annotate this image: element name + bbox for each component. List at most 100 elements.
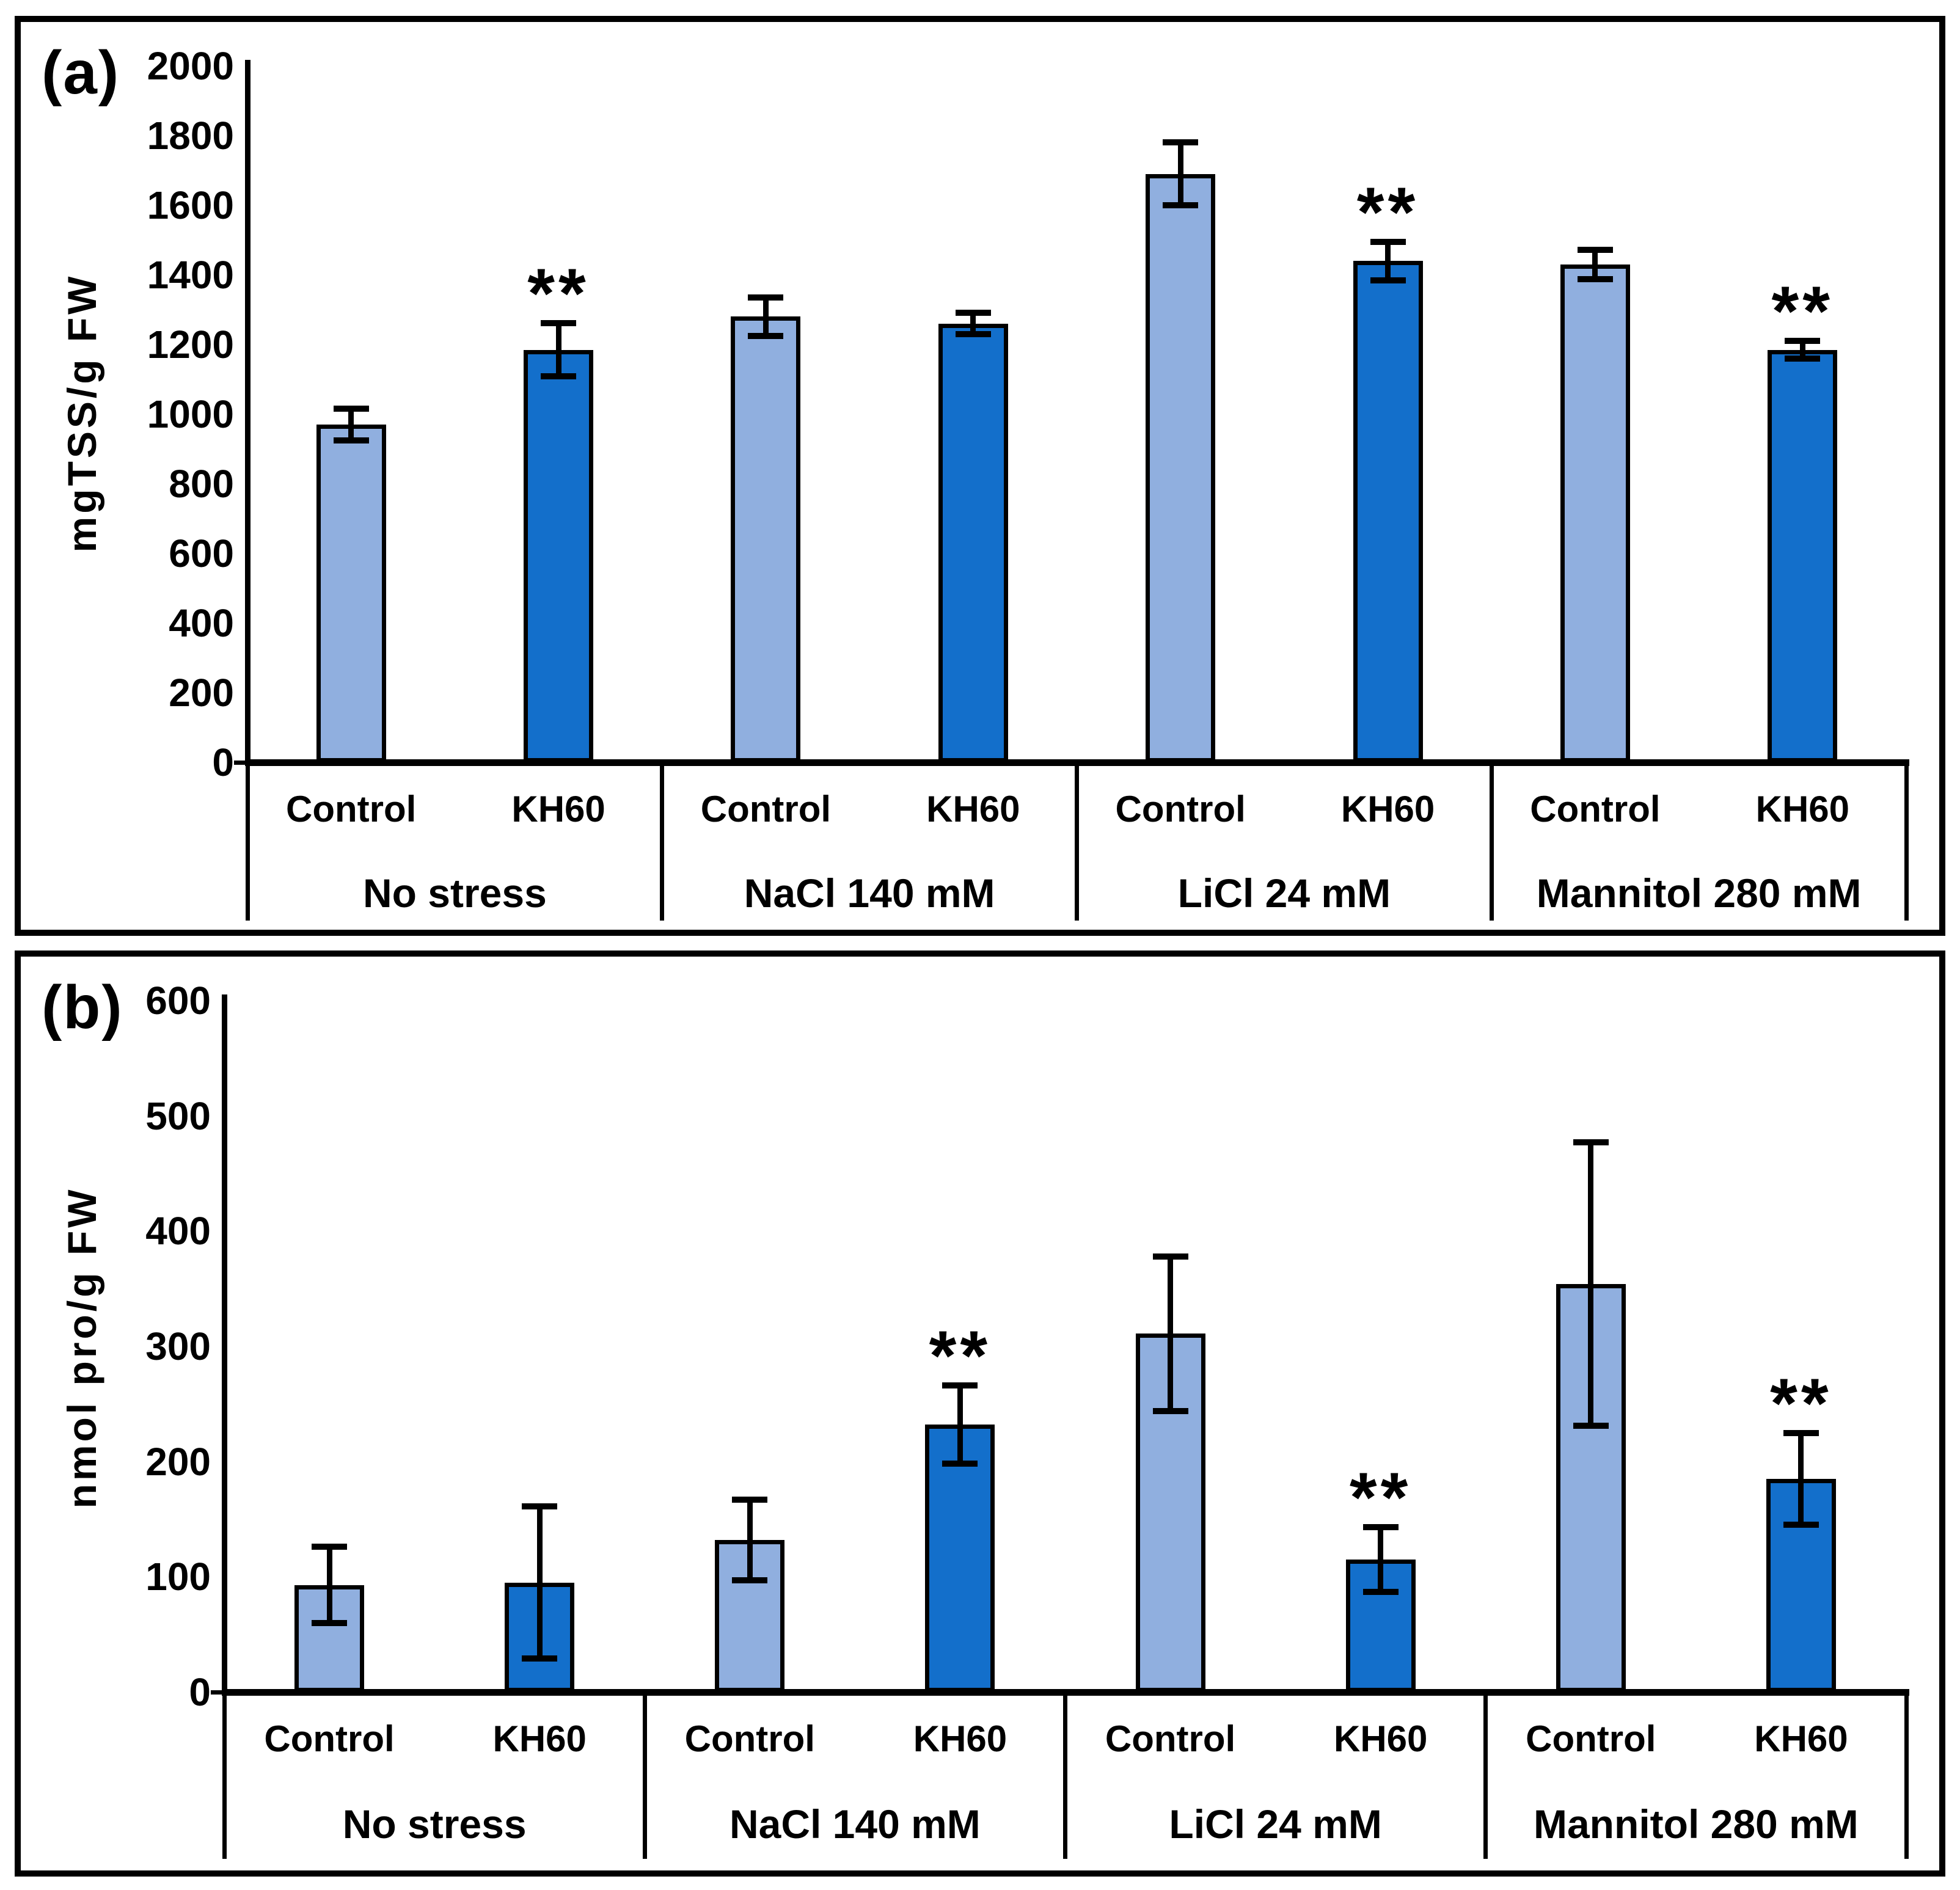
bar-kh60-3: [1768, 349, 1838, 762]
error-bar-cap-top: [1152, 1253, 1188, 1260]
bar-label-control-2: Control: [1105, 1718, 1236, 1759]
group-divider: [222, 1692, 227, 1859]
error-bar-cap-top: [732, 1496, 768, 1503]
bar-label-control-1: Control: [684, 1718, 815, 1759]
panel-a-letter: (a): [42, 38, 120, 107]
y-tick-label: 800: [169, 462, 234, 506]
group-divider: [1904, 762, 1909, 921]
bar-label-kh60-0: KH60: [511, 789, 605, 830]
error-bar-stem: [1588, 1142, 1594, 1426]
error-bar-cap-top: [541, 319, 577, 326]
y-tick-label: 0: [212, 740, 234, 784]
x-baseline: [245, 759, 1909, 766]
bar-label-kh60-3: KH60: [1755, 789, 1850, 830]
group-divider: [642, 1692, 647, 1859]
bar-kh60-0: [524, 349, 594, 762]
bar-label-kh60-1: KH60: [926, 789, 1020, 830]
y-axis-line: [222, 994, 227, 1692]
group-label-3: Mannitol 280 mM: [1536, 870, 1862, 916]
panel-a-chart-area: 0 200 400 600 800 1000 1200 1400 1600 1800 2000 Con…: [21, 22, 1939, 930]
bar-label-kh60-1: KH60: [913, 1718, 1007, 1759]
error-bar-stem: [1798, 1432, 1804, 1525]
panel-b: (b) nmol pro/g FW 0 100 200 300 400 500 600 Con…: [15, 950, 1945, 1877]
error-bar-cap-bottom: [1362, 1588, 1399, 1595]
error-bar-cap-bottom: [541, 373, 577, 380]
error-bar-stem: [326, 1547, 332, 1623]
error-bar-cap-top: [522, 1503, 558, 1510]
error-bar-cap-bottom: [955, 331, 991, 338]
error-bar-cap-top: [1362, 1524, 1399, 1531]
error-bar-cap-bottom: [1152, 1407, 1188, 1414]
error-bar-stem: [1177, 142, 1183, 205]
y-tick-label: 100: [145, 1555, 211, 1599]
error-bar-cap-top: [955, 310, 991, 316]
y-axis-line: [245, 60, 250, 762]
error-bar-stem: [1378, 1527, 1384, 1592]
error-bar-cap-top: [748, 294, 784, 301]
group-label-0: No stress: [362, 870, 547, 916]
error-bar-cap-bottom: [522, 1655, 558, 1662]
error-bar-stem: [536, 1506, 543, 1659]
error-bar-cap-bottom: [312, 1619, 348, 1626]
error-bar-cap-bottom: [1785, 356, 1821, 362]
y-tick-label: 400: [145, 1209, 211, 1253]
bar-label-kh60-2: KH60: [1333, 1718, 1428, 1759]
y-tick-label: 500: [145, 1093, 211, 1138]
group-label-1: NaCl 140 mM: [729, 1801, 981, 1847]
y-tick-label: 0: [189, 1670, 211, 1714]
group-divider: [1904, 1692, 1909, 1859]
error-bar-stem: [348, 409, 354, 440]
group-label-2: LiCl 24 mM: [1177, 870, 1391, 916]
error-bar-stem: [747, 1499, 753, 1580]
error-bar-cap-bottom: [732, 1577, 768, 1583]
bar-label-kh60-0: KH60: [492, 1718, 587, 1759]
significance-marker: **: [1356, 173, 1419, 252]
bar-kh60-2: [1353, 261, 1423, 762]
bar-label-kh60-2: KH60: [1340, 789, 1435, 830]
bar-control-0: [316, 425, 386, 762]
error-bar-cap-top: [1785, 337, 1821, 344]
bar-control-2: [1146, 173, 1216, 762]
group-divider: [1063, 1692, 1067, 1859]
error-bar-cap-bottom: [333, 437, 369, 443]
error-bar-stem: [1592, 249, 1598, 279]
y-tick-label: 1000: [147, 392, 234, 436]
y-tick-label: 200: [169, 671, 234, 715]
group-divider: [1483, 1692, 1488, 1859]
panel-b-letter: (b): [42, 973, 123, 1042]
bar-label-control-2: Control: [1115, 789, 1246, 830]
error-bar-stem: [1168, 1256, 1174, 1411]
y-tick-label: 200: [145, 1439, 211, 1484]
error-bar-cap-top: [1573, 1139, 1609, 1146]
error-bar-cap-bottom: [1163, 202, 1199, 208]
group-label-0: No stress: [342, 1801, 527, 1847]
y-tick-label: 400: [169, 601, 234, 645]
error-bar-cap-top: [1163, 139, 1199, 146]
panel-b-chart-area: 0 100 200 300 400 500 600 Control Control Control…: [21, 957, 1939, 1870]
error-bar-cap-top: [1577, 246, 1613, 253]
error-bar-cap-top: [333, 406, 369, 412]
error-bar-stem: [957, 1385, 963, 1464]
significance-marker: **: [1349, 1459, 1412, 1538]
group-divider: [245, 762, 250, 921]
error-bar-stem: [1799, 340, 1805, 359]
panel-a: (a) mgTSS/g FW 0 200 400 600 800 1000 1200 1400…: [15, 16, 1945, 936]
error-bar-cap-bottom: [942, 1461, 978, 1467]
bar-kh60-1: [938, 323, 1008, 762]
zero-tick-mark: [234, 761, 247, 765]
y-tick-label: 300: [145, 1324, 211, 1368]
bar-label-control-0: Control: [264, 1718, 395, 1759]
error-bar-cap-bottom: [1370, 277, 1406, 283]
error-bar-cap-top: [942, 1382, 978, 1389]
y-tick-label: 1200: [147, 323, 234, 367]
y-tick-label: 1400: [147, 253, 234, 297]
zero-tick-mark: [211, 1690, 224, 1695]
x-baseline: [222, 1689, 1909, 1696]
significance-marker: **: [1770, 1364, 1832, 1443]
error-bar-cap-top: [312, 1544, 348, 1550]
bar-control-3: [1560, 264, 1630, 762]
bar-label-control-1: Control: [700, 789, 832, 830]
bar-label-control-3: Control: [1530, 789, 1661, 830]
error-bar-stem: [762, 297, 769, 336]
